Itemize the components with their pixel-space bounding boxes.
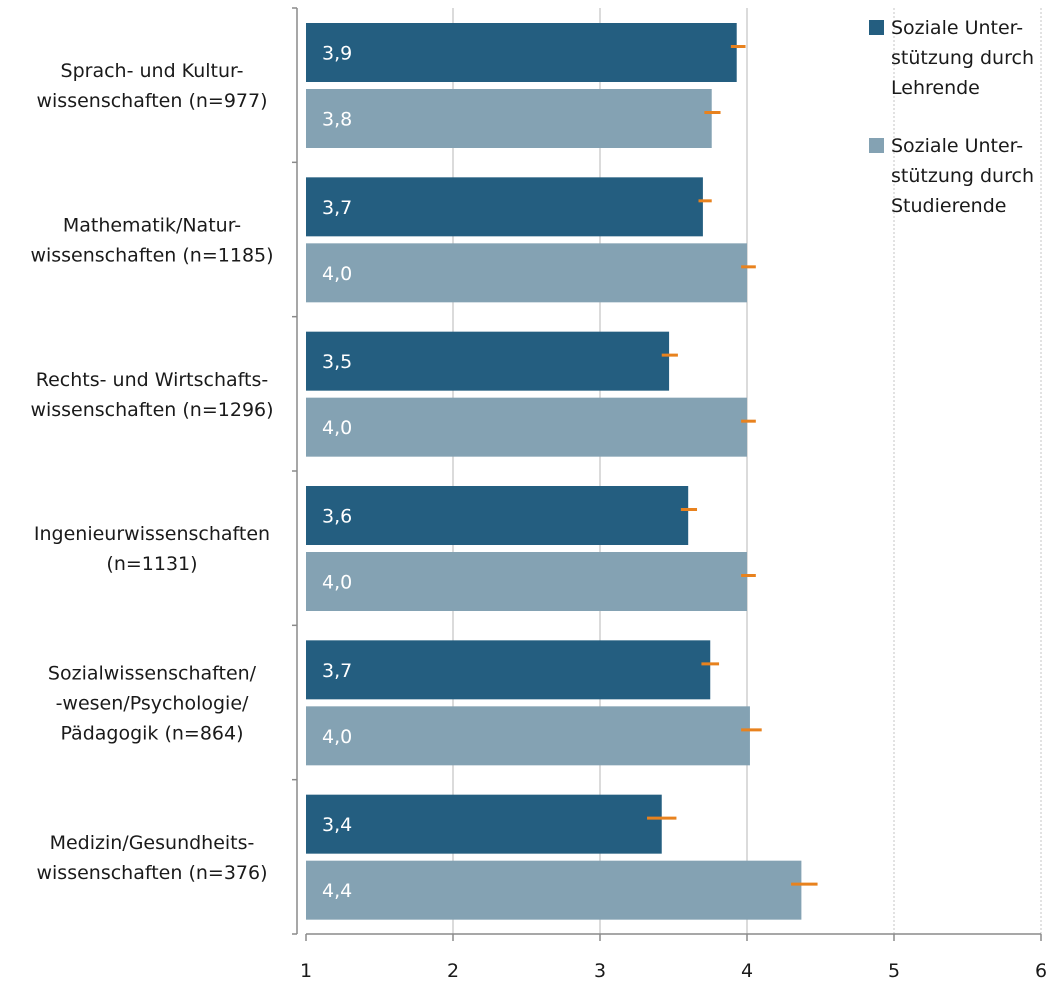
x-tick-label: 1 [300,960,312,982]
bars [306,23,802,920]
bar [306,706,750,766]
legend: Soziale Unter-stützung durch Lehrende Sozi… [869,17,1034,217]
bar [306,243,747,303]
bar [306,860,802,920]
gridlines [452,8,1042,934]
x-tick-label: 6 [1035,960,1047,982]
data-label: 3,6 [322,506,352,528]
x-tick-label: 2 [447,960,459,982]
category-label: Sozialwissenschaften/-wesen/Psychologie/… [48,663,257,745]
category-label: Rechts- und Wirtschafts-wissenschaften (… [30,369,273,421]
data-label: 3,8 [322,109,352,131]
error-bars [647,45,818,886]
legend-entry: Soziale Unter-stützung durch Lehrende [891,17,1034,99]
legend-entry: Soziale Unter-stützung durch Studierende [891,135,1034,217]
legend-swatch [869,138,884,153]
x-tick-label: 5 [888,960,900,982]
data-label: 4,0 [322,263,352,285]
bar [306,640,711,700]
axes [292,7,1042,941]
data-label: 3,7 [322,197,352,219]
bar [306,486,689,545]
data-label: 4,0 [322,417,352,439]
category-label: Mathematik/Natur-wissenschaften (n=1185) [30,215,273,267]
data-label: 3,7 [322,660,352,682]
data-label: 4,4 [322,880,352,902]
bar [306,89,712,148]
bar [306,794,662,854]
category-label: Medizin/Gesundheits-wissenschaften (n=37… [36,832,267,884]
x-tick-label: 3 [594,960,606,982]
x-tick-label: 4 [741,960,753,982]
category-label: Ingenieurwissenschaften (n=1131) [34,523,270,575]
legend-swatch [869,20,884,35]
data-label: 4,0 [322,726,352,748]
data-label: 3,4 [322,814,352,836]
category-label: Sprach- und Kultur-wissenschaften (n=977… [36,60,267,112]
bar [306,552,747,611]
bar [306,331,670,391]
bar [306,397,747,457]
bar [306,177,703,237]
labels: 1 2 3 4 5 6 3,9 3,8 Sprach- und Kultur-wissensch… [30,43,1047,983]
data-label: 3,9 [322,43,352,65]
data-label: 4,0 [322,572,352,594]
bar [306,23,737,82]
data-label: 3,5 [322,351,352,373]
